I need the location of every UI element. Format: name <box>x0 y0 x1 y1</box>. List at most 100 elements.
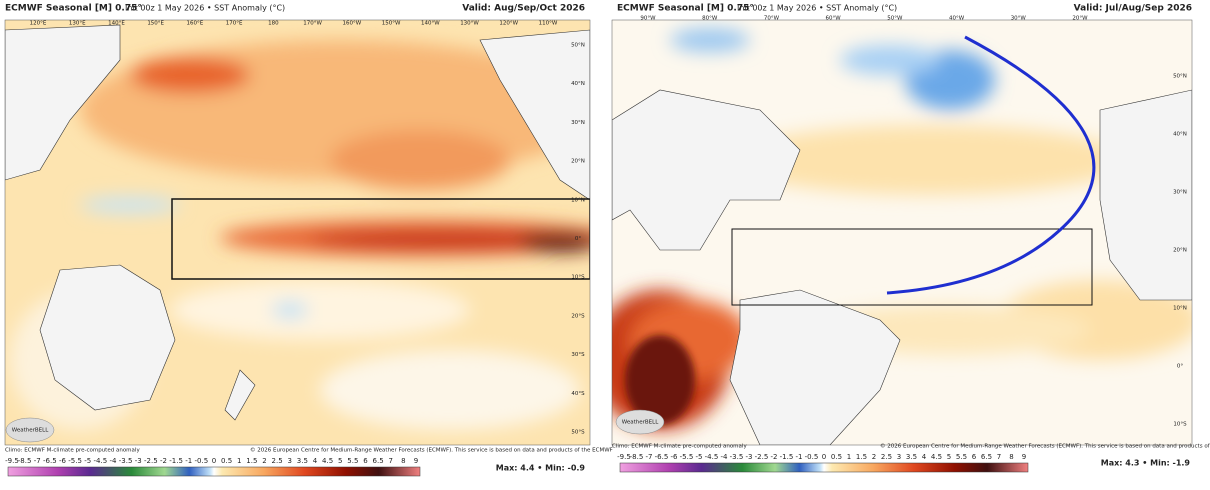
colorbar-label: 3.5 <box>906 453 917 461</box>
colorbar-label: -2.5 <box>755 453 769 461</box>
latitude-label: 0° <box>575 236 581 242</box>
colorbar-label: 4 <box>922 453 927 461</box>
longitude-label: 50°W <box>887 16 903 22</box>
colorbar-label: 3 <box>897 453 901 461</box>
longitude-label: 20°W <box>1072 16 1088 22</box>
colorbar <box>619 462 1029 473</box>
colorbar-label: -5.5 <box>680 453 694 461</box>
valid-date: Valid: Aug/Sep/Oct 2026 <box>462 4 585 14</box>
colorbar-label: 6.5 <box>981 453 992 461</box>
colorbar-label: -1 <box>185 457 192 465</box>
colorbar-label: -5.5 <box>68 457 82 465</box>
colorbar-label: 2 <box>872 453 876 461</box>
colorbar-label: -9.5 <box>617 453 631 461</box>
latitude-label: 30°S <box>571 352 585 358</box>
latitude-label: 20°N <box>1173 248 1187 254</box>
colorbar-label: 0 <box>822 453 826 461</box>
longitude-label: 150°W <box>382 21 401 27</box>
longitude-label: 130°E <box>69 21 86 27</box>
colorbar-label: 0 <box>212 457 216 465</box>
map-right <box>612 20 1192 445</box>
colorbar-label: 5.5 <box>347 457 358 465</box>
title: ECMWF Seasonal [M] 0.75° <box>617 4 754 14</box>
colorbar-label: 4 <box>313 457 318 465</box>
colorbar-label: 6 <box>972 453 977 461</box>
latitude-label: 50°S <box>571 430 585 436</box>
colorbar-label: 7 <box>389 457 393 465</box>
logo: WeatherBELL <box>622 420 659 426</box>
latitude-label: 40°N <box>571 81 585 87</box>
colorbar-label: -3 <box>746 453 753 461</box>
colorbar-label: 2.5 <box>881 453 892 461</box>
colorbar-label: -0.5 <box>195 457 209 465</box>
colorbar-label: -7 <box>34 457 41 465</box>
colorbar-label: -5 <box>696 453 703 461</box>
colorbar-label: 1 <box>847 453 851 461</box>
copyright: © 2026 European Centre for Medium-Range … <box>250 447 613 454</box>
title-detail: Init 00z 1 May 2026 • SST Anomaly (°C) <box>125 4 285 13</box>
valid-date: Valid: Jul/Aug/Sep 2026 <box>1074 4 1192 14</box>
latitude-label: 40°S <box>571 391 585 397</box>
longitude-label: 140°W <box>421 21 440 27</box>
logo: WeatherBELL <box>12 428 49 434</box>
latitude-label: 10°S <box>1173 422 1187 428</box>
latitude-label: 20°N <box>571 159 585 165</box>
climo-note: Climo: ECMWF M-climate pre-computed anom… <box>612 444 747 450</box>
colorbar-label: -3.5 <box>119 457 133 465</box>
latitude-label: 10°N <box>571 197 585 203</box>
colorbar-label: -0.5 <box>805 453 819 461</box>
latitude-label: 10°N <box>1173 306 1187 312</box>
colorbar <box>7 466 421 477</box>
colorbar-label: 3 <box>288 457 292 465</box>
colorbar-label: -5 <box>84 457 91 465</box>
latitude-label: 30°N <box>1173 190 1187 196</box>
colorbar-label: 9 <box>1022 453 1026 461</box>
max-min: Max: 4.3 • Min: -1.9 <box>1101 459 1191 468</box>
colorbar-label: -6 <box>671 453 679 461</box>
latitude-label: 50°N <box>1173 74 1187 80</box>
longitude-label: 110°W <box>539 21 558 27</box>
colorbar-label: -4.5 <box>705 453 719 461</box>
colorbar-label: 1.5 <box>856 453 867 461</box>
map-left <box>5 20 590 445</box>
colorbar-label: -2 <box>771 453 778 461</box>
longitude-label: 70°W <box>764 16 780 22</box>
longitude-label: 150°E <box>147 21 164 27</box>
longitude-label: 120°W <box>499 21 518 27</box>
colorbar-label: 5 <box>338 457 342 465</box>
colorbar-label: -4.5 <box>94 457 108 465</box>
colorbar-label: -6.5 <box>655 453 669 461</box>
colorbar-label: -1.5 <box>780 453 794 461</box>
colorbar-label: 8 <box>401 457 405 465</box>
climo-note: Climo: ECMWF M-climate pre-computed anom… <box>5 448 140 454</box>
colorbar-label: 1 <box>237 457 241 465</box>
colorbar-label: 4.5 <box>931 453 942 461</box>
colorbar-label: 3.5 <box>297 457 308 465</box>
colorbar-label: -6 <box>59 457 67 465</box>
colorbar-label: 0.5 <box>831 453 842 461</box>
latitude-label: 0° <box>1177 364 1183 370</box>
colorbar-label: 9 <box>414 457 418 465</box>
colorbar-label: -8.5 <box>18 457 32 465</box>
title: ECMWF Seasonal [M] 0.75° <box>5 4 142 14</box>
latitude-label: 20°S <box>571 313 585 319</box>
latitude-label: 50°N <box>571 43 585 49</box>
longitude-label: 170°E <box>226 21 243 27</box>
colorbar-label: 2 <box>262 457 266 465</box>
colorbar-label: -6.5 <box>43 457 57 465</box>
longitude-label: 160°E <box>187 21 204 27</box>
colorbar-label: 4.5 <box>322 457 333 465</box>
colorbar-label: -4 <box>721 453 729 461</box>
max-min: Max: 4.4 • Min: -0.9 <box>496 464 586 473</box>
longitude-label: 90°W <box>640 16 656 22</box>
colorbar-label: -2.5 <box>144 457 158 465</box>
longitude-label: 170°W <box>303 21 322 27</box>
colorbar-label: -4 <box>110 457 118 465</box>
colorbar-label: 2.5 <box>272 457 283 465</box>
colorbar-label: -1 <box>796 453 803 461</box>
colorbar-label: 1.5 <box>246 457 257 465</box>
longitude-label: 160°W <box>343 21 362 27</box>
colorbar-label: 8 <box>1009 453 1013 461</box>
colorbar-label: -2 <box>160 457 167 465</box>
